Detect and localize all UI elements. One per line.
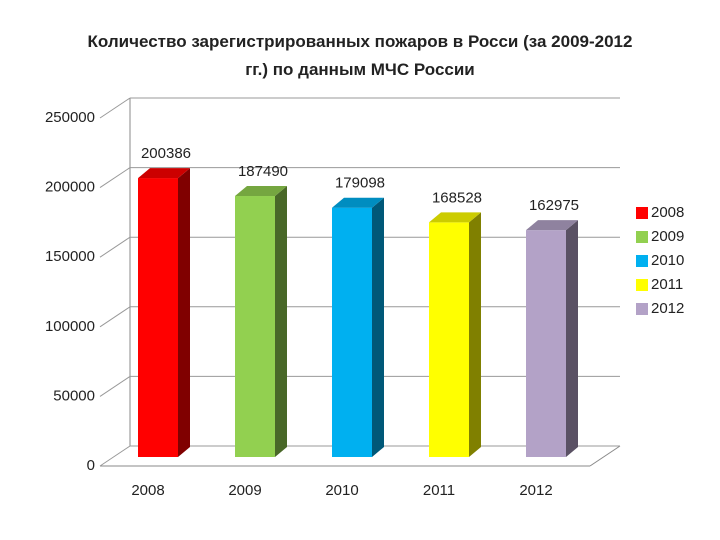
- legend-label: 2012: [651, 300, 684, 317]
- bar: [429, 222, 469, 457]
- y-tick-label: 250000: [45, 109, 95, 126]
- grid-line: [99, 306, 131, 328]
- bar-top: [526, 220, 578, 231]
- legend-swatch: [636, 207, 648, 219]
- grid-line: [99, 236, 131, 258]
- legend-label: 2009: [651, 228, 684, 245]
- x-tick-label: 2012: [519, 482, 552, 499]
- bar-side: [372, 197, 384, 457]
- y-tick-label: 50000: [53, 387, 95, 404]
- grid-line: [99, 167, 131, 189]
- legend-swatch: [636, 279, 648, 291]
- bar-top: [235, 186, 287, 197]
- legend-swatch: [636, 231, 648, 243]
- bar-side: [275, 186, 287, 457]
- legend-label: 2008: [651, 204, 684, 221]
- bar: [526, 230, 566, 457]
- y-tick-label: 150000: [45, 248, 95, 265]
- bar-top: [332, 197, 384, 208]
- value-label: 162975: [529, 197, 579, 214]
- bar-side: [469, 212, 481, 457]
- value-label: 200386: [141, 145, 191, 162]
- legend-label: 2011: [651, 276, 683, 293]
- bar: [138, 178, 178, 457]
- y-tick-label: 100000: [45, 318, 95, 335]
- grid-line: [99, 445, 131, 467]
- legend-label: 2010: [651, 252, 684, 269]
- x-tick-label: 2009: [228, 482, 261, 499]
- axis-line: [589, 445, 621, 467]
- bar-top: [138, 168, 190, 179]
- bar: [235, 196, 275, 457]
- y-tick-label: 0: [87, 457, 95, 474]
- x-tick-label: 2011: [423, 482, 455, 499]
- bar-top: [429, 212, 481, 223]
- value-label: 179098: [335, 175, 385, 192]
- y-tick-label: 200000: [45, 179, 95, 196]
- x-tick-label: 2008: [131, 482, 164, 499]
- bar-side: [178, 168, 190, 457]
- value-label: 168528: [432, 189, 482, 206]
- bar: [332, 207, 372, 457]
- x-tick-label: 2010: [325, 482, 358, 499]
- bar-side: [566, 220, 578, 457]
- legend-swatch: [636, 255, 648, 267]
- grid-line: [99, 375, 131, 397]
- value-label: 187490: [238, 163, 288, 180]
- chart-title: Количество зарегистрированных пожаров в …: [87, 32, 633, 79]
- legend-swatch: [636, 303, 648, 315]
- grid-line: [99, 97, 131, 119]
